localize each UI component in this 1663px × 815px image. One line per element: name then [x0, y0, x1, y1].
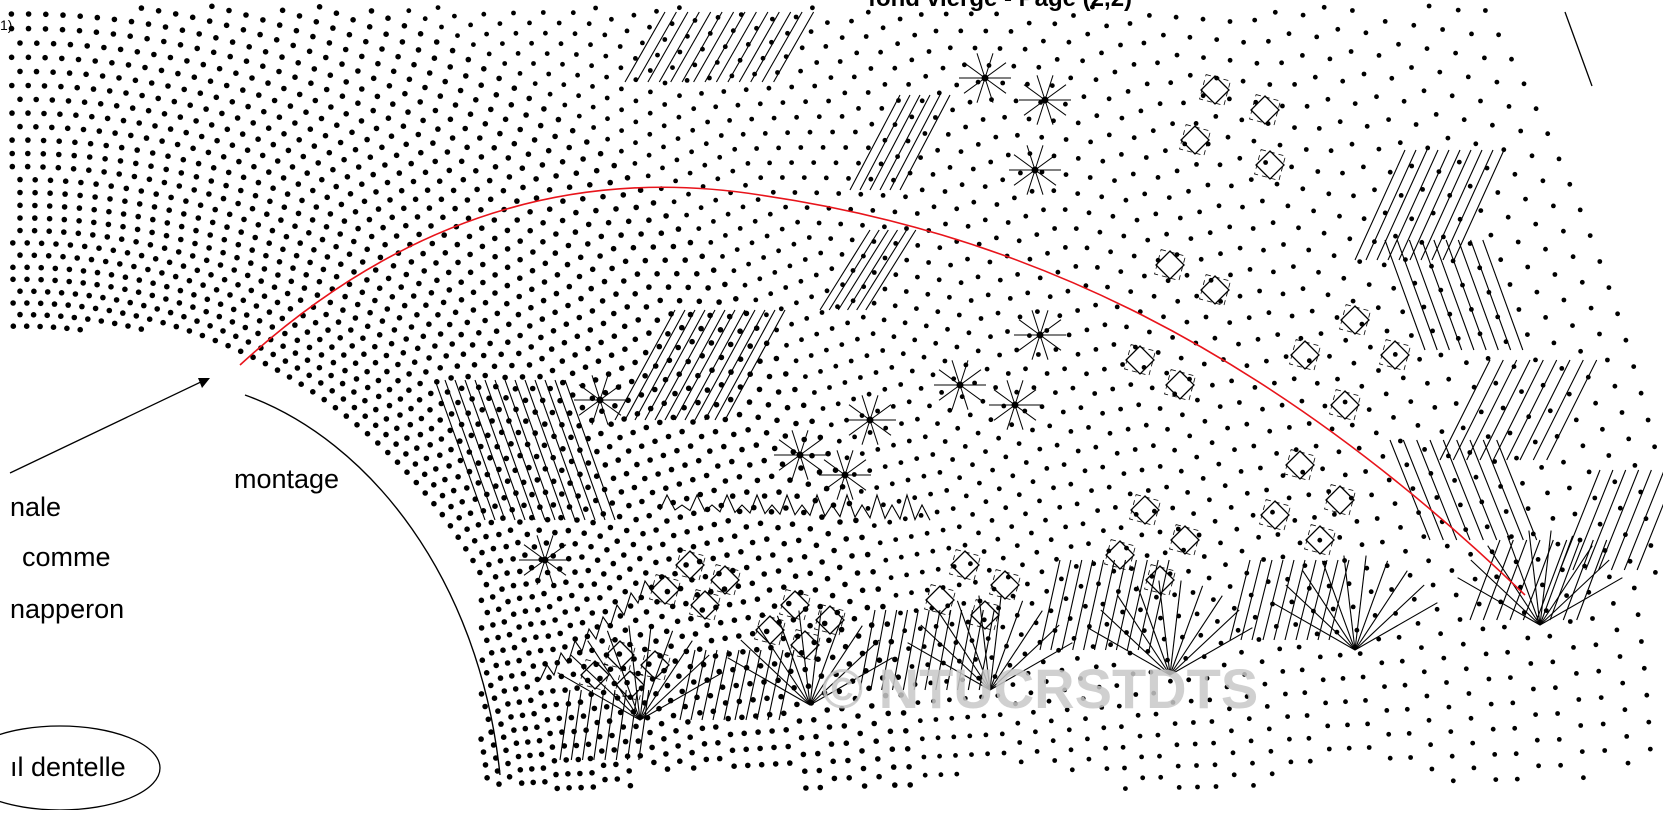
edge-line-top-right [1564, 11, 1593, 87]
left-label-2: comme [22, 542, 111, 572]
lace-motifs [434, 11, 1663, 761]
corner-mark: 1) [0, 17, 12, 33]
pinhole-dots [8, 3, 1658, 792]
montage-label: montage [234, 464, 339, 494]
ellipse-label: ıl dentelle [10, 752, 126, 782]
watermark: © NTUCRSTDTS [822, 657, 1258, 720]
montage-arrow [9, 378, 210, 474]
page-header: fond vierge - Page (2,2) [868, 0, 1132, 12]
left-label-3: napperon [10, 594, 124, 624]
inner-boundary-arc [244, 394, 501, 776]
red-guide-curve [239, 186, 1526, 596]
left-label-1: nale [10, 492, 61, 522]
